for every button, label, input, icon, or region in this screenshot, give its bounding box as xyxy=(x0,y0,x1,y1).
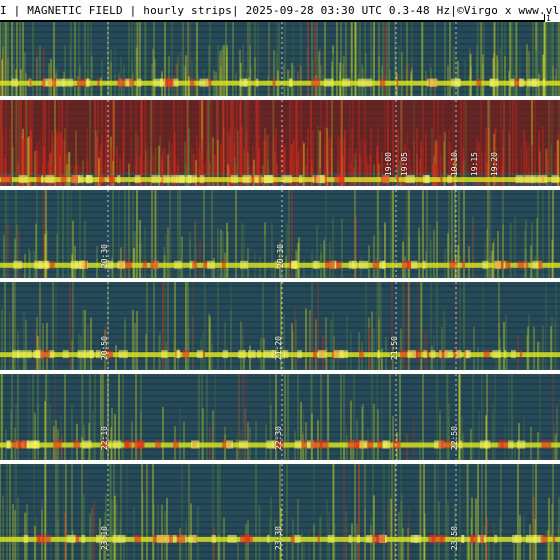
time-label: 22:50 xyxy=(450,426,459,451)
spectrogram-canvas xyxy=(0,374,560,460)
spectrogram-strip-6: 23:10 23:30 23:50 xyxy=(0,464,560,560)
page-title: I | MAGNETIC FIELD | hourly strips| 2025… xyxy=(0,4,560,17)
time-label: 22:10 xyxy=(100,426,109,451)
spectrogram-canvas xyxy=(0,464,560,560)
time-label: 20:30 xyxy=(100,244,109,269)
time-label: 19:15 xyxy=(470,152,479,177)
spectrogram-canvas xyxy=(0,190,560,278)
scale-label-top: 1 xyxy=(546,14,551,23)
spectrogram-strip-4: 20:50 21:20 21:50 xyxy=(0,282,560,370)
spectrogram-strip-1 xyxy=(0,22,560,96)
time-label: 19:05 xyxy=(400,152,409,177)
spectrogram-canvas xyxy=(0,100,560,186)
header-bar: I | MAGNETIC FIELD | hourly strips| 2025… xyxy=(0,0,560,22)
time-label: 23:10 xyxy=(100,526,109,551)
time-label: 19:00 xyxy=(384,152,393,177)
strip-separator xyxy=(0,186,560,190)
time-label: 23:50 xyxy=(450,526,459,551)
time-label: 19:20 xyxy=(490,152,499,177)
time-label: 21:50 xyxy=(390,336,399,361)
strip-separator xyxy=(0,460,560,464)
spectrogram-strip-2: 19:00 19:05 19:10 19:15 19:20 xyxy=(0,100,560,186)
spectrogram-strip-3: 20:30 20:30 xyxy=(0,190,560,278)
strip-separator xyxy=(0,278,560,282)
time-label: 20:50 xyxy=(100,336,109,361)
time-label: 20:30 xyxy=(276,244,285,269)
time-label: 22:30 xyxy=(274,426,283,451)
spectrogram-strip-5: 22:10 22:30 22:50 xyxy=(0,374,560,460)
strip-separator xyxy=(0,370,560,374)
time-label: 21:20 xyxy=(274,336,283,361)
time-label: 19:10 xyxy=(450,152,459,177)
strip-separator xyxy=(0,96,560,100)
spectrogram-canvas xyxy=(0,22,560,96)
spectrogram-canvas xyxy=(0,282,560,370)
time-label: 23:30 xyxy=(274,526,283,551)
